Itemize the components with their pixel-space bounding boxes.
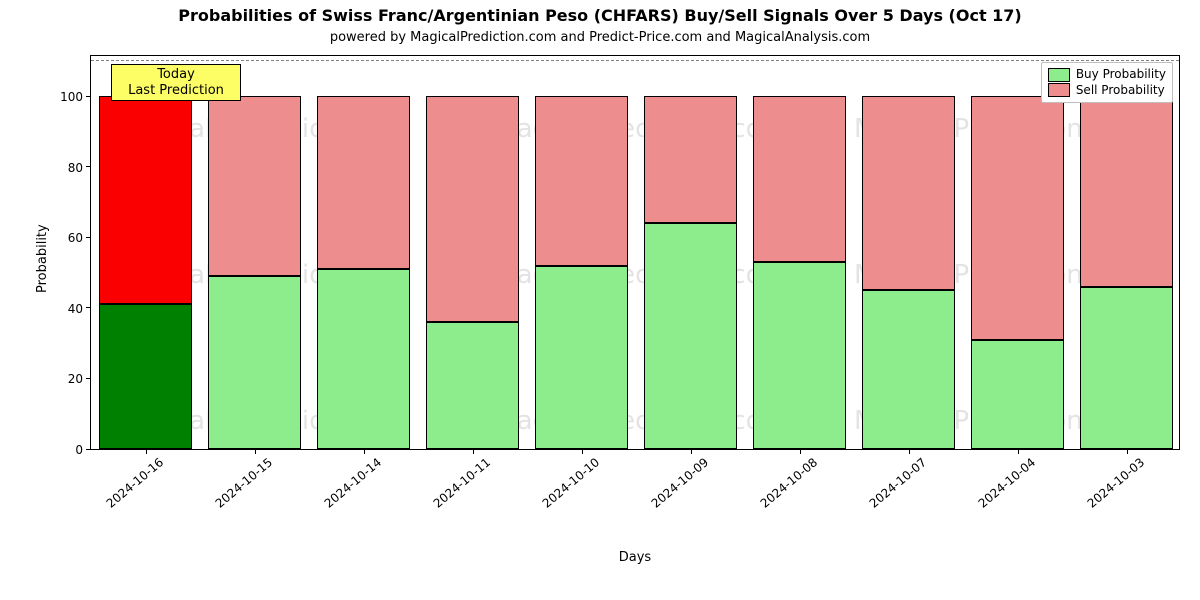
bar-sell — [99, 96, 192, 304]
chart-subtitle: powered by MagicalPrediction.com and Pre… — [0, 30, 1200, 45]
today-annotation: TodayLast Prediction — [111, 64, 241, 101]
bar-sell — [317, 96, 410, 269]
bar-sell — [1080, 96, 1173, 286]
y-tick-mark — [86, 307, 91, 308]
x-tick-label: 2024-10-15 — [207, 449, 275, 511]
bar-sell — [644, 96, 737, 223]
legend: Buy ProbabilitySell Probability — [1041, 62, 1173, 103]
x-tick-label: 2024-10-14 — [316, 449, 384, 511]
y-tick-mark — [86, 237, 91, 238]
bar-sell — [862, 96, 955, 290]
bar-sell — [426, 96, 519, 322]
bar-buy — [99, 304, 192, 449]
bar-stack — [644, 96, 737, 449]
x-tick-label: 2024-10-03 — [1079, 449, 1147, 511]
bar-stack — [208, 96, 301, 449]
bar-stack — [971, 96, 1064, 449]
bar-stack — [1080, 96, 1173, 449]
y-tick-label: 100 — [60, 90, 83, 104]
plot-area: MagicalPrediction.comMagicalPrediction.c… — [90, 55, 1180, 450]
bar-sell — [535, 96, 628, 265]
bar-stack — [99, 96, 192, 449]
bar-stack — [317, 96, 410, 449]
bar-sell — [971, 96, 1064, 339]
reference-line — [91, 60, 1179, 61]
annotation-line: Today — [120, 67, 232, 83]
x-tick-label: 2024-10-09 — [643, 449, 711, 511]
bar-buy — [208, 276, 301, 449]
legend-row: Sell Probability — [1048, 83, 1166, 99]
annotation-line: Last Prediction — [120, 83, 232, 99]
bar-sell — [753, 96, 846, 262]
bar-buy — [317, 269, 410, 449]
x-tick-label: 2024-10-10 — [534, 449, 602, 511]
y-tick-label: 20 — [68, 372, 83, 386]
y-tick-mark — [86, 378, 91, 379]
x-tick-label: 2024-10-16 — [98, 449, 166, 511]
bar-buy — [535, 266, 628, 449]
bar-stack — [753, 96, 846, 449]
y-tick-label: 40 — [68, 302, 83, 316]
bar-buy — [644, 223, 737, 449]
chart-container: Probabilities of Swiss Franc/Argentinian… — [0, 0, 1200, 600]
bar-buy — [753, 262, 846, 449]
legend-swatch — [1048, 68, 1070, 82]
x-tick-label: 2024-10-08 — [752, 449, 820, 511]
bar-sell — [208, 96, 301, 276]
y-tick-label: 60 — [68, 231, 83, 245]
y-tick-mark — [86, 166, 91, 167]
bar-buy — [862, 290, 955, 449]
y-axis-label: Probability — [35, 224, 50, 293]
bar-stack — [426, 96, 519, 449]
legend-row: Buy Probability — [1048, 67, 1166, 83]
legend-swatch — [1048, 83, 1070, 97]
y-tick-label: 80 — [68, 161, 83, 175]
bar-buy — [971, 340, 1064, 449]
y-tick-mark — [86, 96, 91, 97]
x-tick-label: 2024-10-04 — [970, 449, 1038, 511]
chart-title: Probabilities of Swiss Franc/Argentinian… — [0, 6, 1200, 25]
y-tick-label: 0 — [75, 443, 83, 457]
y-tick-mark — [86, 449, 91, 450]
x-tick-label: 2024-10-07 — [861, 449, 929, 511]
bar-buy — [1080, 287, 1173, 449]
x-axis-label: Days — [90, 550, 1180, 565]
bar-stack — [535, 96, 628, 449]
legend-label: Buy Probability — [1076, 67, 1166, 83]
bar-buy — [426, 322, 519, 449]
legend-label: Sell Probability — [1076, 83, 1165, 99]
bar-stack — [862, 96, 955, 449]
x-tick-label: 2024-10-11 — [425, 449, 493, 511]
